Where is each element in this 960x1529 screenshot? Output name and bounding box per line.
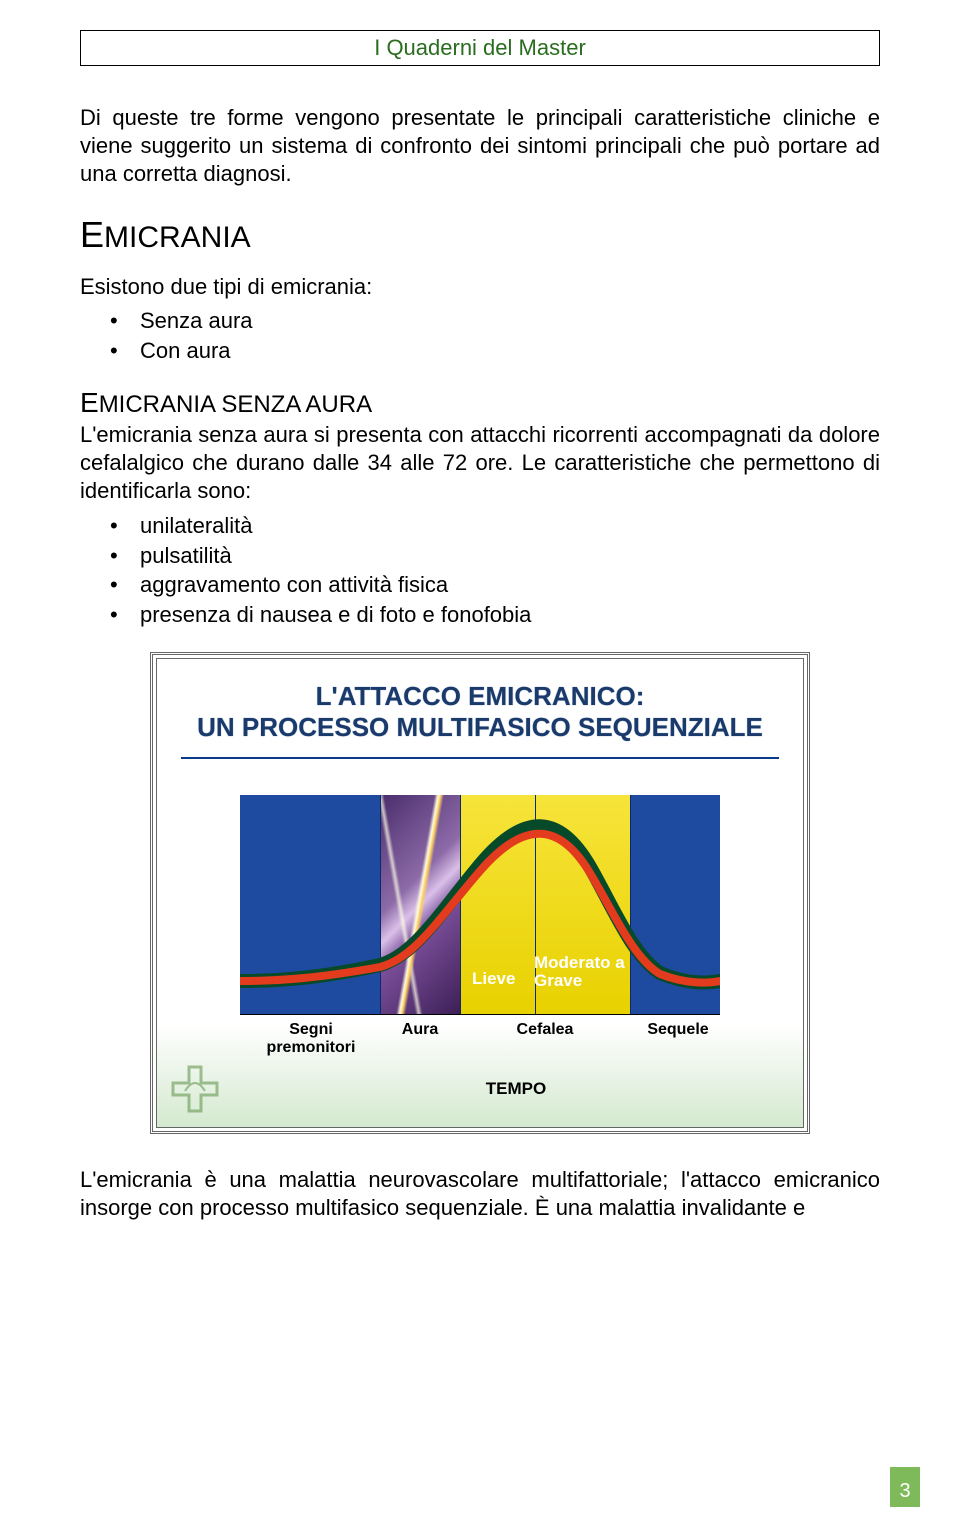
axis-a1-line1: Segni xyxy=(289,1021,333,1038)
list-item: Con aura xyxy=(140,336,880,366)
phase-chart: Lieve Moderato a Grave xyxy=(240,795,720,1015)
pharmacy-cross-icon xyxy=(167,1061,223,1117)
list-item: unilateralità xyxy=(140,511,880,541)
subheading-senza-aura: EMICRANIA SENZA AURA xyxy=(80,387,880,419)
sub-paragraph: L'emicrania senza aura si presenta con a… xyxy=(80,421,880,505)
list-item: aggravamento con attività fisica xyxy=(140,570,880,600)
axis-a1-line2: premonitori xyxy=(246,1039,376,1057)
slide-divider xyxy=(181,757,779,759)
list-item: Senza aura xyxy=(140,306,880,336)
types-list: Senza aura Con aura xyxy=(80,306,880,365)
axis-label-aura: Aura xyxy=(385,1021,455,1039)
intro-paragraph: Di queste tre forme vengono presentate l… xyxy=(80,104,880,188)
header-title: I Quaderni del Master xyxy=(374,35,586,60)
page-number: 3 xyxy=(899,1480,910,1503)
subheading-initial: E xyxy=(80,387,99,418)
types-lead: Esistono due tipi di emicrania: xyxy=(80,274,880,300)
closing-paragraph: L'emicrania è una malattia neurovascolar… xyxy=(80,1166,880,1222)
page-number-badge: 3 xyxy=(890,1467,920,1507)
slide-title-line2: UN PROCESSO MULTIFASICO SEQUENZIALE xyxy=(197,712,763,742)
heading-rest: MICRANIA xyxy=(104,221,251,254)
axis-label-sequele: Sequele xyxy=(638,1021,718,1039)
list-item: pulsatilità xyxy=(140,541,880,571)
features-list: unilateralità pulsatilità aggravamento c… xyxy=(80,511,880,630)
section-heading-emicrania: EMICRANIA xyxy=(80,214,880,256)
subheading-rest: MICRANIA SENZA AURA xyxy=(99,391,372,418)
slide-frame: L'ATTACCO EMICRANICO: UN PROCESSO MULTIF… xyxy=(150,652,810,1134)
header-box: I Quaderni del Master xyxy=(80,30,880,66)
axis-labels: Segni premonitori Aura Cefalea Sequele xyxy=(240,1021,720,1065)
chart-label-lieve: Lieve xyxy=(472,969,515,989)
axis-label-premonitori: Segni premonitori xyxy=(246,1021,376,1057)
list-item: presenza di nausea e di foto e fonofobia xyxy=(140,600,880,630)
heading-initial: E xyxy=(80,214,104,255)
slide-title: L'ATTACCO EMICRANICO: UN PROCESSO MULTIF… xyxy=(181,681,779,743)
axis-time-label: TEMPO xyxy=(276,1079,756,1099)
slide-title-line1: L'ATTACCO EMICRANICO: xyxy=(316,681,645,711)
chart-label-moderato: Moderato a Grave xyxy=(534,954,626,991)
slide-inner: L'ATTACCO EMICRANICO: UN PROCESSO MULTIF… xyxy=(156,658,804,1128)
axis-label-cefalea: Cefalea xyxy=(490,1021,600,1039)
